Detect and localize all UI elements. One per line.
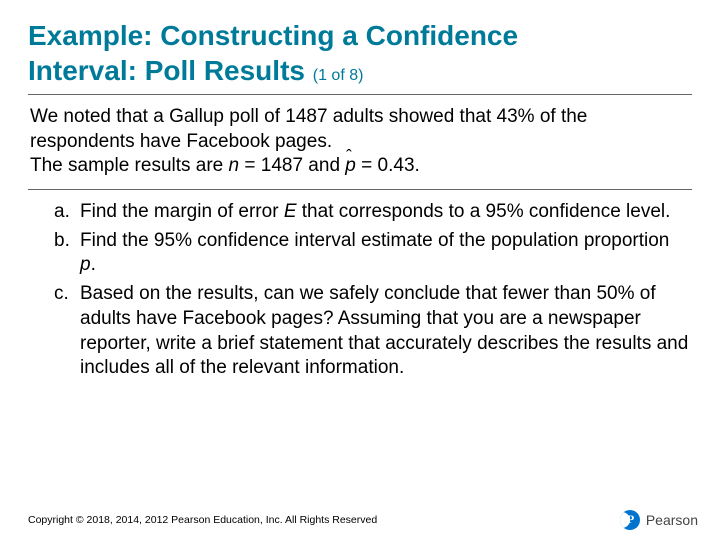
pearson-logo-icon: [620, 510, 640, 530]
item-a-post: that corresponds to a 95% confidence lev…: [297, 201, 671, 222]
title-line2: Interval: Poll Results: [28, 55, 313, 86]
item-b-pre: Find the 95% confidence interval estimat…: [80, 230, 669, 251]
copyright-text: Copyright © 2018, 2014, 2012 Pearson Edu…: [28, 514, 377, 526]
title-line1: Example: Constructing a Confidence: [28, 20, 518, 51]
item-b: b. Find the 95% confidence interval esti…: [54, 229, 690, 278]
intro-sentence2-pre: The sample results are: [30, 155, 229, 176]
title-divider: [28, 94, 692, 95]
phat-equals: = 0.43.: [356, 155, 420, 176]
item-c: c. Based on the results, can we safely c…: [54, 282, 690, 381]
slide-title: Example: Constructing a Confidence Inter…: [28, 18, 692, 88]
p-variable: p: [80, 254, 91, 275]
item-c-text: Based on the results, can we safely conc…: [80, 283, 688, 378]
brand-name: Pearson: [646, 512, 698, 528]
title-counter: (1 of 8): [313, 67, 364, 84]
question-list: a. Find the margin of error E that corre…: [28, 200, 692, 381]
brand: Pearson: [620, 510, 698, 530]
intro-divider: [28, 189, 692, 190]
item-c-marker: c.: [54, 282, 69, 307]
item-a-pre: Find the margin of error: [80, 201, 284, 222]
intro-sentence1: We noted that a Gallup poll of 1487 adul…: [30, 106, 587, 152]
hat-symbol: ˆ: [346, 146, 352, 168]
item-b-post: .: [91, 254, 96, 275]
item-a: a. Find the margin of error E that corre…: [54, 200, 690, 225]
intro-paragraph: We noted that a Gallup poll of 1487 adul…: [28, 105, 692, 179]
item-a-marker: a.: [54, 200, 70, 225]
n-equals: = 1487 and: [239, 155, 345, 176]
item-b-marker: b.: [54, 229, 70, 254]
phat-variable: ˆp: [345, 155, 356, 176]
E-variable: E: [284, 201, 297, 222]
n-variable: n: [229, 155, 240, 176]
slide: Example: Constructing a Confidence Inter…: [0, 0, 720, 540]
